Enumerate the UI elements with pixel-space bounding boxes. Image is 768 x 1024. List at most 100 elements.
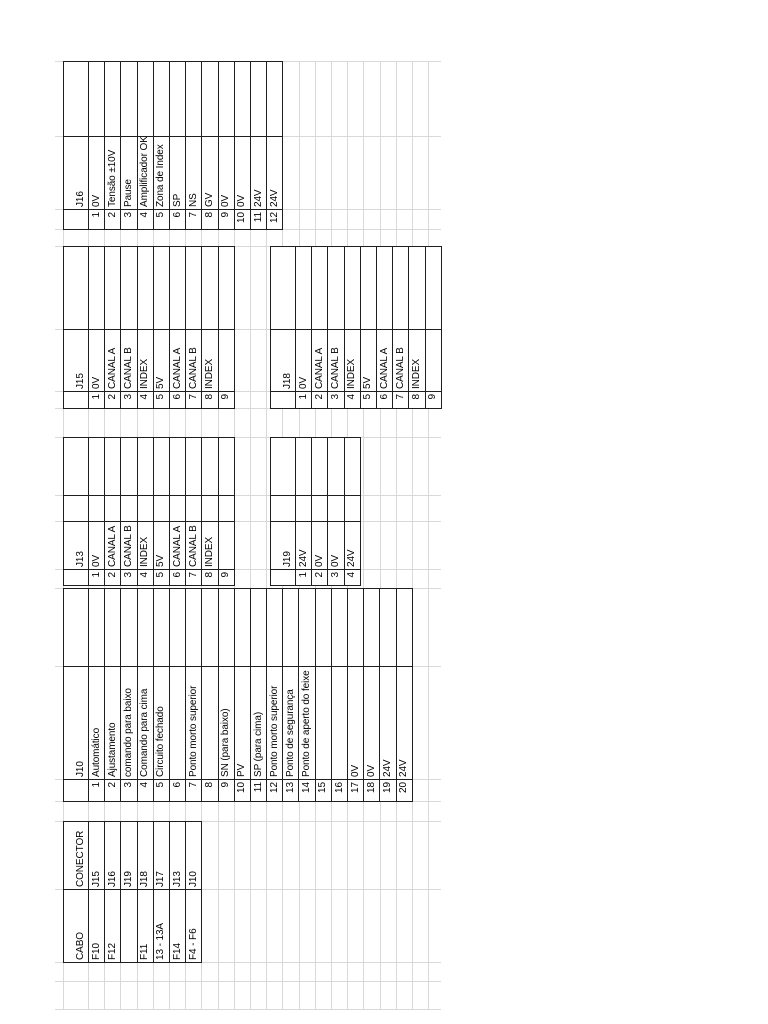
cell-signal-label: Comando para cima (137, 666, 154, 779)
cell-pin-number: 8 (202, 391, 219, 408)
cell-signal-label: Ponto morto superior (186, 666, 203, 779)
cell-pin-number: 3 (328, 391, 345, 408)
cell-label: F11 (137, 889, 154, 962)
cell-blank (202, 246, 219, 329)
cell-blank (360, 246, 377, 329)
cell-pin-number: 10 (234, 209, 251, 229)
cell-pin-number: 12 (267, 779, 284, 801)
table-title-cell: J16 (64, 136, 89, 209)
cell-blank (186, 246, 203, 329)
cell-pin-number: 5 (360, 391, 377, 408)
cell-blank (186, 588, 203, 666)
cell-blank (364, 588, 381, 666)
table-title-cell: J18 (271, 329, 296, 391)
cell-blank (315, 588, 332, 666)
cell-signal-label: PV (234, 666, 251, 779)
cell-blank (344, 246, 361, 329)
cell-pin-number: 6 (376, 391, 394, 408)
cell-blank (312, 246, 329, 329)
cell-blank (105, 61, 122, 136)
cell-blank (169, 61, 187, 136)
cell-blank (328, 495, 345, 521)
cell-blank (137, 61, 154, 136)
cell-pin-number: 7 (186, 779, 203, 801)
cell-pin-number: 1 (89, 569, 106, 585)
cell-pin-number: 9 (218, 209, 235, 229)
cell-signal-label: 0V (312, 521, 329, 569)
cell-signal-label: 5V (153, 521, 170, 569)
cell-signal-label: CANAL A (105, 521, 122, 569)
cell-signal-label: 5V (360, 329, 377, 391)
cell-signal-label: INDEX (202, 521, 219, 569)
header-cell: CABO (64, 889, 89, 962)
cell-blank (296, 437, 313, 495)
cell-blank (425, 246, 442, 329)
cell-pin-number: 6 (169, 569, 187, 585)
cell-blank (312, 495, 329, 521)
cell-pin-number: 9 (218, 569, 235, 585)
cell-blank (234, 61, 251, 136)
gridline-row (395, 62, 397, 1010)
cell-blank (271, 495, 296, 521)
cell-blank (380, 588, 397, 666)
cell-pin-number: 3 (121, 779, 138, 801)
cell-blank (121, 246, 138, 329)
cell-blank (169, 246, 187, 329)
cell-pin-number: 4 (137, 779, 154, 801)
cell-label: J18 (137, 821, 154, 889)
cell-blank (89, 495, 106, 521)
cell-pin-number: 1 (89, 391, 106, 408)
cell-signal-label: Ponto morto superior (267, 666, 284, 779)
cell-blank (105, 495, 122, 521)
cell-signal-label: Automático (89, 666, 106, 779)
cell-blank (137, 495, 154, 521)
cell-pin-number: 7 (393, 391, 410, 408)
table-title-cell: J15 (64, 329, 89, 391)
cell-signal-label: Tensão ±10V (105, 136, 122, 209)
cell-blank (169, 588, 187, 666)
cell-pin-number: 4 (137, 209, 154, 229)
cell-blank (89, 246, 106, 329)
cell-pin-number: 10 (234, 779, 251, 801)
cell-signal-label: SP (para cima) (250, 666, 268, 779)
cell-pin-number: 9 (218, 779, 235, 801)
cell-blank (271, 246, 296, 329)
cell-label: J19 (121, 821, 138, 889)
cell-signal-label: NS (186, 136, 203, 209)
cell-blank (202, 495, 219, 521)
cell-blank (218, 246, 235, 329)
cell-blank (153, 495, 170, 521)
cell-pin-number: 2 (105, 779, 122, 801)
cell-pin-number: 11 (250, 779, 268, 801)
cell-label: J17 (153, 821, 170, 889)
cell-blank (312, 437, 329, 495)
table-cabo: CABO CONECTOR F10 J15 F12 J16 J19 F11 J18 13 - 13… (63, 821, 203, 963)
cell-blank (64, 588, 89, 666)
cell-blank (169, 495, 187, 521)
cell-pin-number: 5 (153, 209, 170, 229)
cell-signal-label: 24V (396, 666, 413, 779)
cell-blank (250, 588, 268, 666)
table-title-cell: J13 (64, 521, 89, 569)
cell-blank (121, 495, 138, 521)
cell-signal-label: 0V (364, 666, 381, 779)
cell-blank (64, 61, 89, 136)
cell-pin-number (64, 569, 89, 585)
cell-pin-number: 16 (331, 779, 348, 801)
cell-blank (105, 437, 122, 495)
cell-blank (409, 246, 426, 329)
cell-signal-label: 24V (267, 136, 284, 209)
cell-pin-number: 3 (121, 209, 138, 229)
cell-blank (234, 588, 251, 666)
cell-blank (169, 437, 187, 495)
cell-signal-label: CANAL B (328, 329, 345, 391)
cell-signal-label: INDEX (202, 329, 219, 391)
cell-blank (218, 495, 235, 521)
cell-blank (271, 437, 296, 495)
cell-signal-label: CANAL A (312, 329, 329, 391)
cell-signal-label: CANAL B (186, 329, 203, 391)
cell-signal-label: 0V (218, 136, 235, 209)
table-title-cell: J10 (64, 666, 89, 779)
cell-label: F12 (105, 889, 122, 962)
